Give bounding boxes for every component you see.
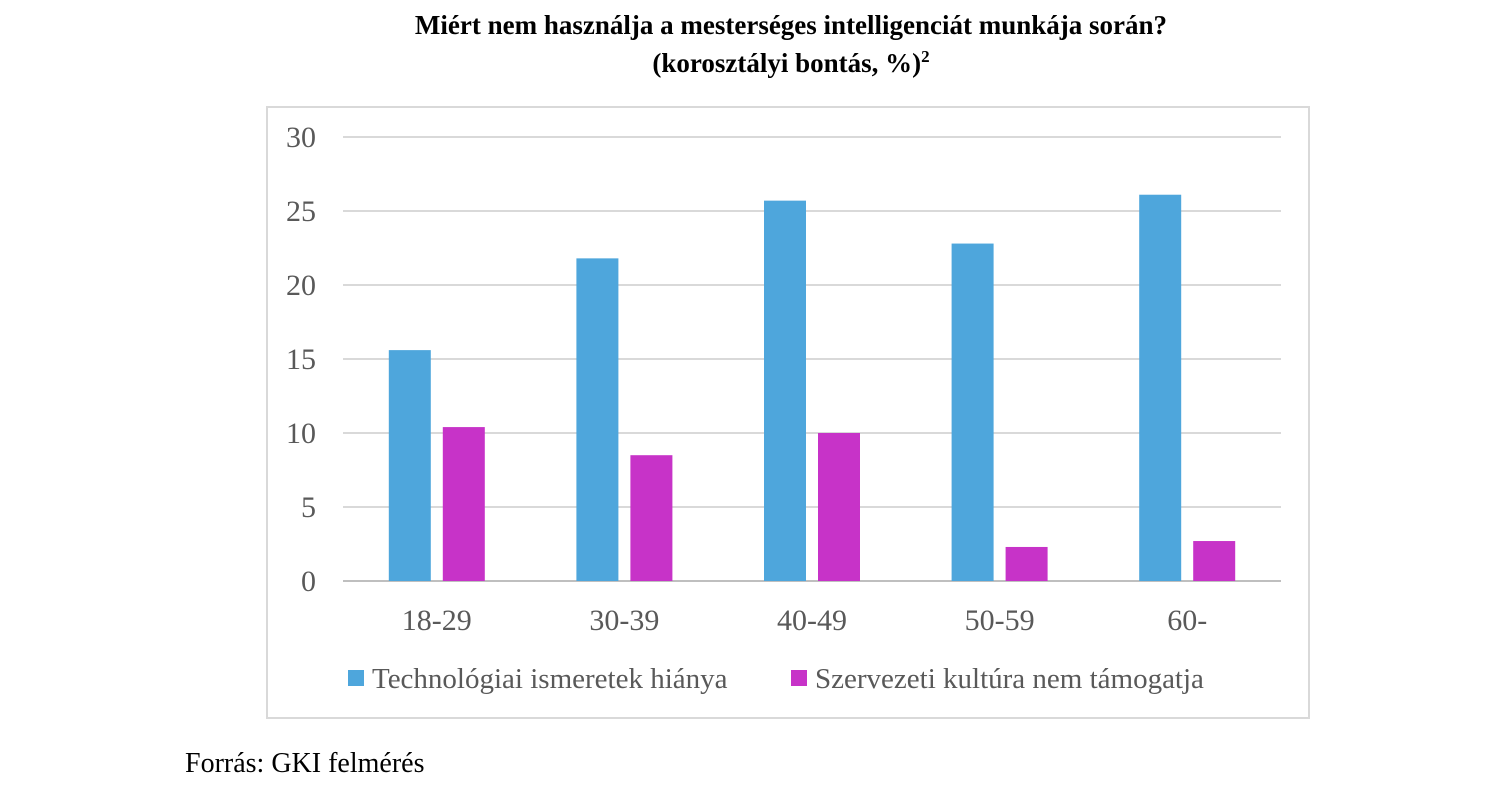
chart-title-line1: Miért nem használja a mesterséges intell…	[414, 10, 1168, 40]
legend-swatch	[348, 670, 364, 686]
y-tick-label: 30	[286, 121, 316, 154]
y-tick-label: 25	[286, 195, 316, 228]
y-tick-label: 20	[286, 269, 316, 302]
footnote-marker: 2	[921, 47, 930, 66]
bar	[576, 258, 619, 581]
chart-title-line2: (korosztályi bontás, %)2	[0, 44, 1501, 82]
bar	[764, 200, 806, 581]
bar	[818, 433, 860, 581]
gridlines	[343, 136, 1281, 582]
y-tick-label: 10	[286, 417, 316, 450]
bar	[1193, 541, 1236, 581]
x-tick-label: 30-39	[589, 604, 659, 637]
chart-title: Miért nem használja a mesterséges intell…	[0, 6, 1501, 82]
bar	[442, 427, 485, 581]
bar	[630, 455, 673, 581]
x-tick-label: 50-59	[965, 604, 1035, 637]
source-note: Forrás: GKI felmérés	[185, 748, 425, 779]
y-axis-ticks: 0 5 10 15 20 25 30	[286, 121, 316, 598]
x-axis-ticks: 18-29 30-39 40-49 50-59 60-	[402, 604, 1207, 637]
x-tick-label: 60-	[1167, 604, 1207, 637]
y-tick-label: 0	[301, 565, 316, 598]
bar	[1139, 194, 1182, 581]
bars	[388, 194, 1236, 581]
y-tick-label: 15	[286, 343, 316, 376]
chart-subtitle: (korosztályi bontás, %)	[652, 48, 922, 78]
chart-frame	[266, 106, 1310, 719]
legend-label: Szervezeti kultúra nem támogatja	[815, 663, 1204, 695]
bar	[1005, 546, 1048, 581]
bar	[388, 350, 431, 581]
legend-label: Technológiai ismeretek hiánya	[372, 663, 728, 695]
legend: Technológiai ismeretek hiánya Szervezeti …	[348, 663, 1204, 695]
x-tick-label: 18-29	[402, 604, 472, 637]
y-tick-label: 5	[301, 491, 316, 524]
x-tick-label: 40-49	[777, 604, 847, 637]
legend-swatch	[791, 670, 807, 686]
bar	[951, 243, 994, 581]
